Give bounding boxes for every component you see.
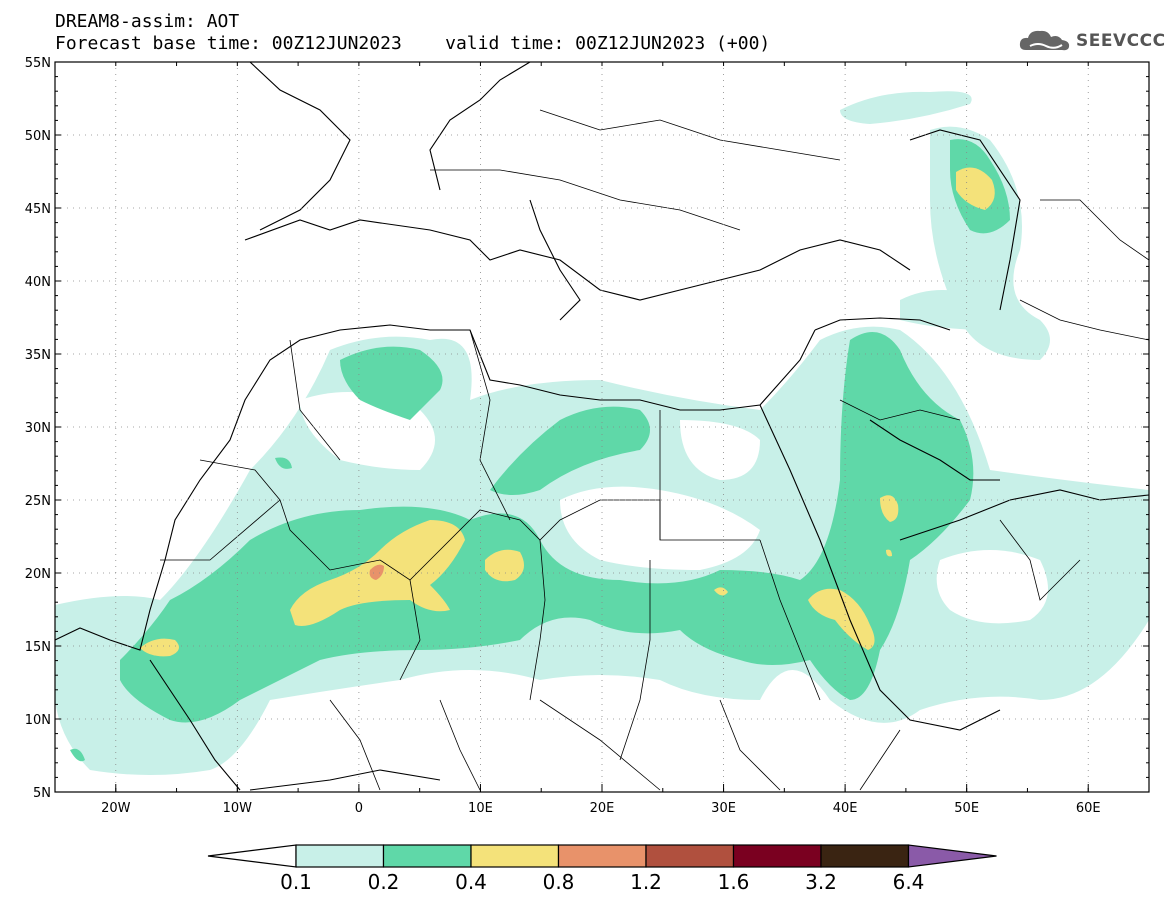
colorbar-label: 6.4 [893, 870, 925, 894]
lon-tick-label: 20W [101, 801, 131, 816]
colorbar-box [470, 844, 560, 868]
lat-tick-label: 35N [25, 348, 51, 363]
lat-tick-label: 55N [25, 56, 51, 71]
lon-tick-label: 30E [711, 801, 736, 816]
coastlines [55, 62, 1149, 791]
lon-tick-label: 40E [833, 801, 858, 816]
colorbar-box [295, 844, 385, 868]
forecast-time-line: Forecast base time: 00Z12JUN2023 valid t… [55, 33, 771, 54]
lat-tick-label: 30N [25, 421, 51, 436]
lon-tick-label: 60E [1076, 801, 1101, 816]
colorbar-extend-low [207, 844, 297, 868]
axis-ticks [54, 61, 1150, 793]
map-gridlines [55, 62, 1149, 792]
lat-tick-label: 20N [25, 567, 51, 582]
colorbar-label: 1.2 [630, 870, 662, 894]
logo-text: SEEVCCC [1076, 31, 1165, 51]
colorbar-label: 0.2 [368, 870, 400, 894]
cloud-logo-icon [1019, 30, 1070, 51]
lat-tick-label: 40N [25, 275, 51, 290]
map-title: DREAM8-assim: AOT [55, 11, 240, 32]
colorbar-box [557, 844, 647, 868]
lat-tick-label: 10N [25, 713, 51, 728]
lat-tick-label: 50N [25, 129, 51, 144]
axis-tick-labels: 55N 50N 45N 40N 35N 30N 25N 20N 15N 10N 5N 20W 10W 0 1… [25, 56, 1101, 816]
lon-tick-label: 50E [954, 801, 979, 816]
lon-tick-label: 10W [223, 801, 253, 816]
colorbar-extend-high [907, 844, 997, 868]
colorbar-label: 0.8 [543, 870, 575, 894]
lat-tick-label: 5N [33, 786, 51, 801]
aot-contour-0.8 [369, 564, 384, 580]
logo: SEEVCCC [1018, 26, 1165, 56]
country-borders [160, 109, 1149, 791]
colorbar-label: 1.6 [718, 870, 750, 894]
lat-tick-label: 25N [25, 494, 51, 509]
colorbar-box [732, 844, 822, 868]
colorbar-label: 0.4 [455, 870, 487, 894]
lon-tick-label: 0 [355, 801, 363, 816]
colorbar-box [820, 844, 910, 868]
colorbar-label: 0.1 [280, 870, 312, 894]
lon-tick-label: 20E [590, 801, 615, 816]
colorbar-box [645, 844, 735, 868]
lat-tick-label: 45N [25, 202, 51, 217]
colorbar-label: 3.2 [805, 870, 837, 894]
lat-tick-label: 15N [25, 640, 51, 655]
colorbar-box [382, 844, 472, 868]
lon-tick-label: 10E [468, 801, 493, 816]
